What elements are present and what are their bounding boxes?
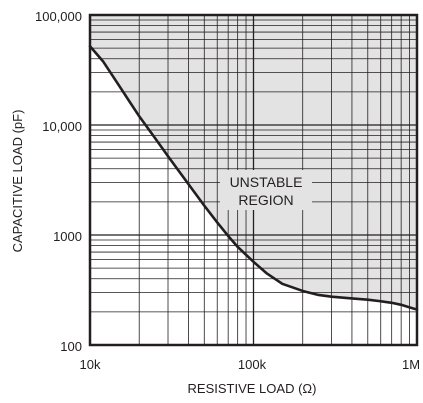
y-tick-label-10000: 10,000 bbox=[42, 119, 82, 134]
x-tick-label-10k: 10k bbox=[80, 357, 101, 372]
x-axis-label: RESISTIVE LOAD (Ω) bbox=[188, 381, 317, 396]
x-tick-label-1M: 1M bbox=[402, 357, 420, 372]
unstable-region-label-line-1: UNSTABLE bbox=[230, 174, 303, 190]
unstable-region-label-backing bbox=[220, 170, 312, 210]
plot-frame bbox=[88, 13, 419, 347]
stability-boundary-curve bbox=[88, 44, 419, 311]
y-tick-label-100: 100 bbox=[60, 339, 82, 354]
y-axis-label: CAPACITIVE LOAD (pF) bbox=[10, 110, 25, 253]
y-tick-label-1000: 1000 bbox=[53, 229, 82, 244]
unstable-region-label-line-2: REGION bbox=[238, 192, 293, 208]
y-tick-label-100000: 100,000 bbox=[35, 9, 82, 24]
x-tick-label-100k: 100k bbox=[238, 357, 267, 372]
